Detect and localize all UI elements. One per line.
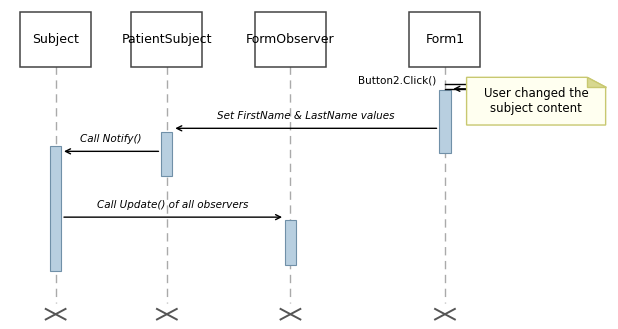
Polygon shape — [587, 77, 606, 87]
FancyBboxPatch shape — [161, 132, 172, 176]
FancyBboxPatch shape — [285, 220, 296, 265]
FancyBboxPatch shape — [50, 146, 61, 271]
Text: Subject: Subject — [32, 33, 79, 46]
Polygon shape — [467, 77, 606, 125]
FancyBboxPatch shape — [255, 12, 326, 66]
Text: Set FirstName & LastName values: Set FirstName & LastName values — [217, 111, 395, 121]
Text: Call Update() of all observers: Call Update() of all observers — [98, 200, 248, 210]
Text: PatientSubject: PatientSubject — [122, 33, 212, 46]
Text: Form1: Form1 — [425, 33, 465, 46]
Text: Call Notify(): Call Notify() — [80, 134, 142, 144]
Text: Button2.Click(): Button2.Click() — [358, 76, 436, 86]
FancyBboxPatch shape — [132, 12, 203, 66]
Text: FormObserver: FormObserver — [246, 33, 335, 46]
FancyBboxPatch shape — [439, 90, 451, 153]
FancyBboxPatch shape — [410, 12, 481, 66]
FancyBboxPatch shape — [20, 12, 91, 66]
Text: User changed the
subject content: User changed the subject content — [484, 87, 588, 115]
